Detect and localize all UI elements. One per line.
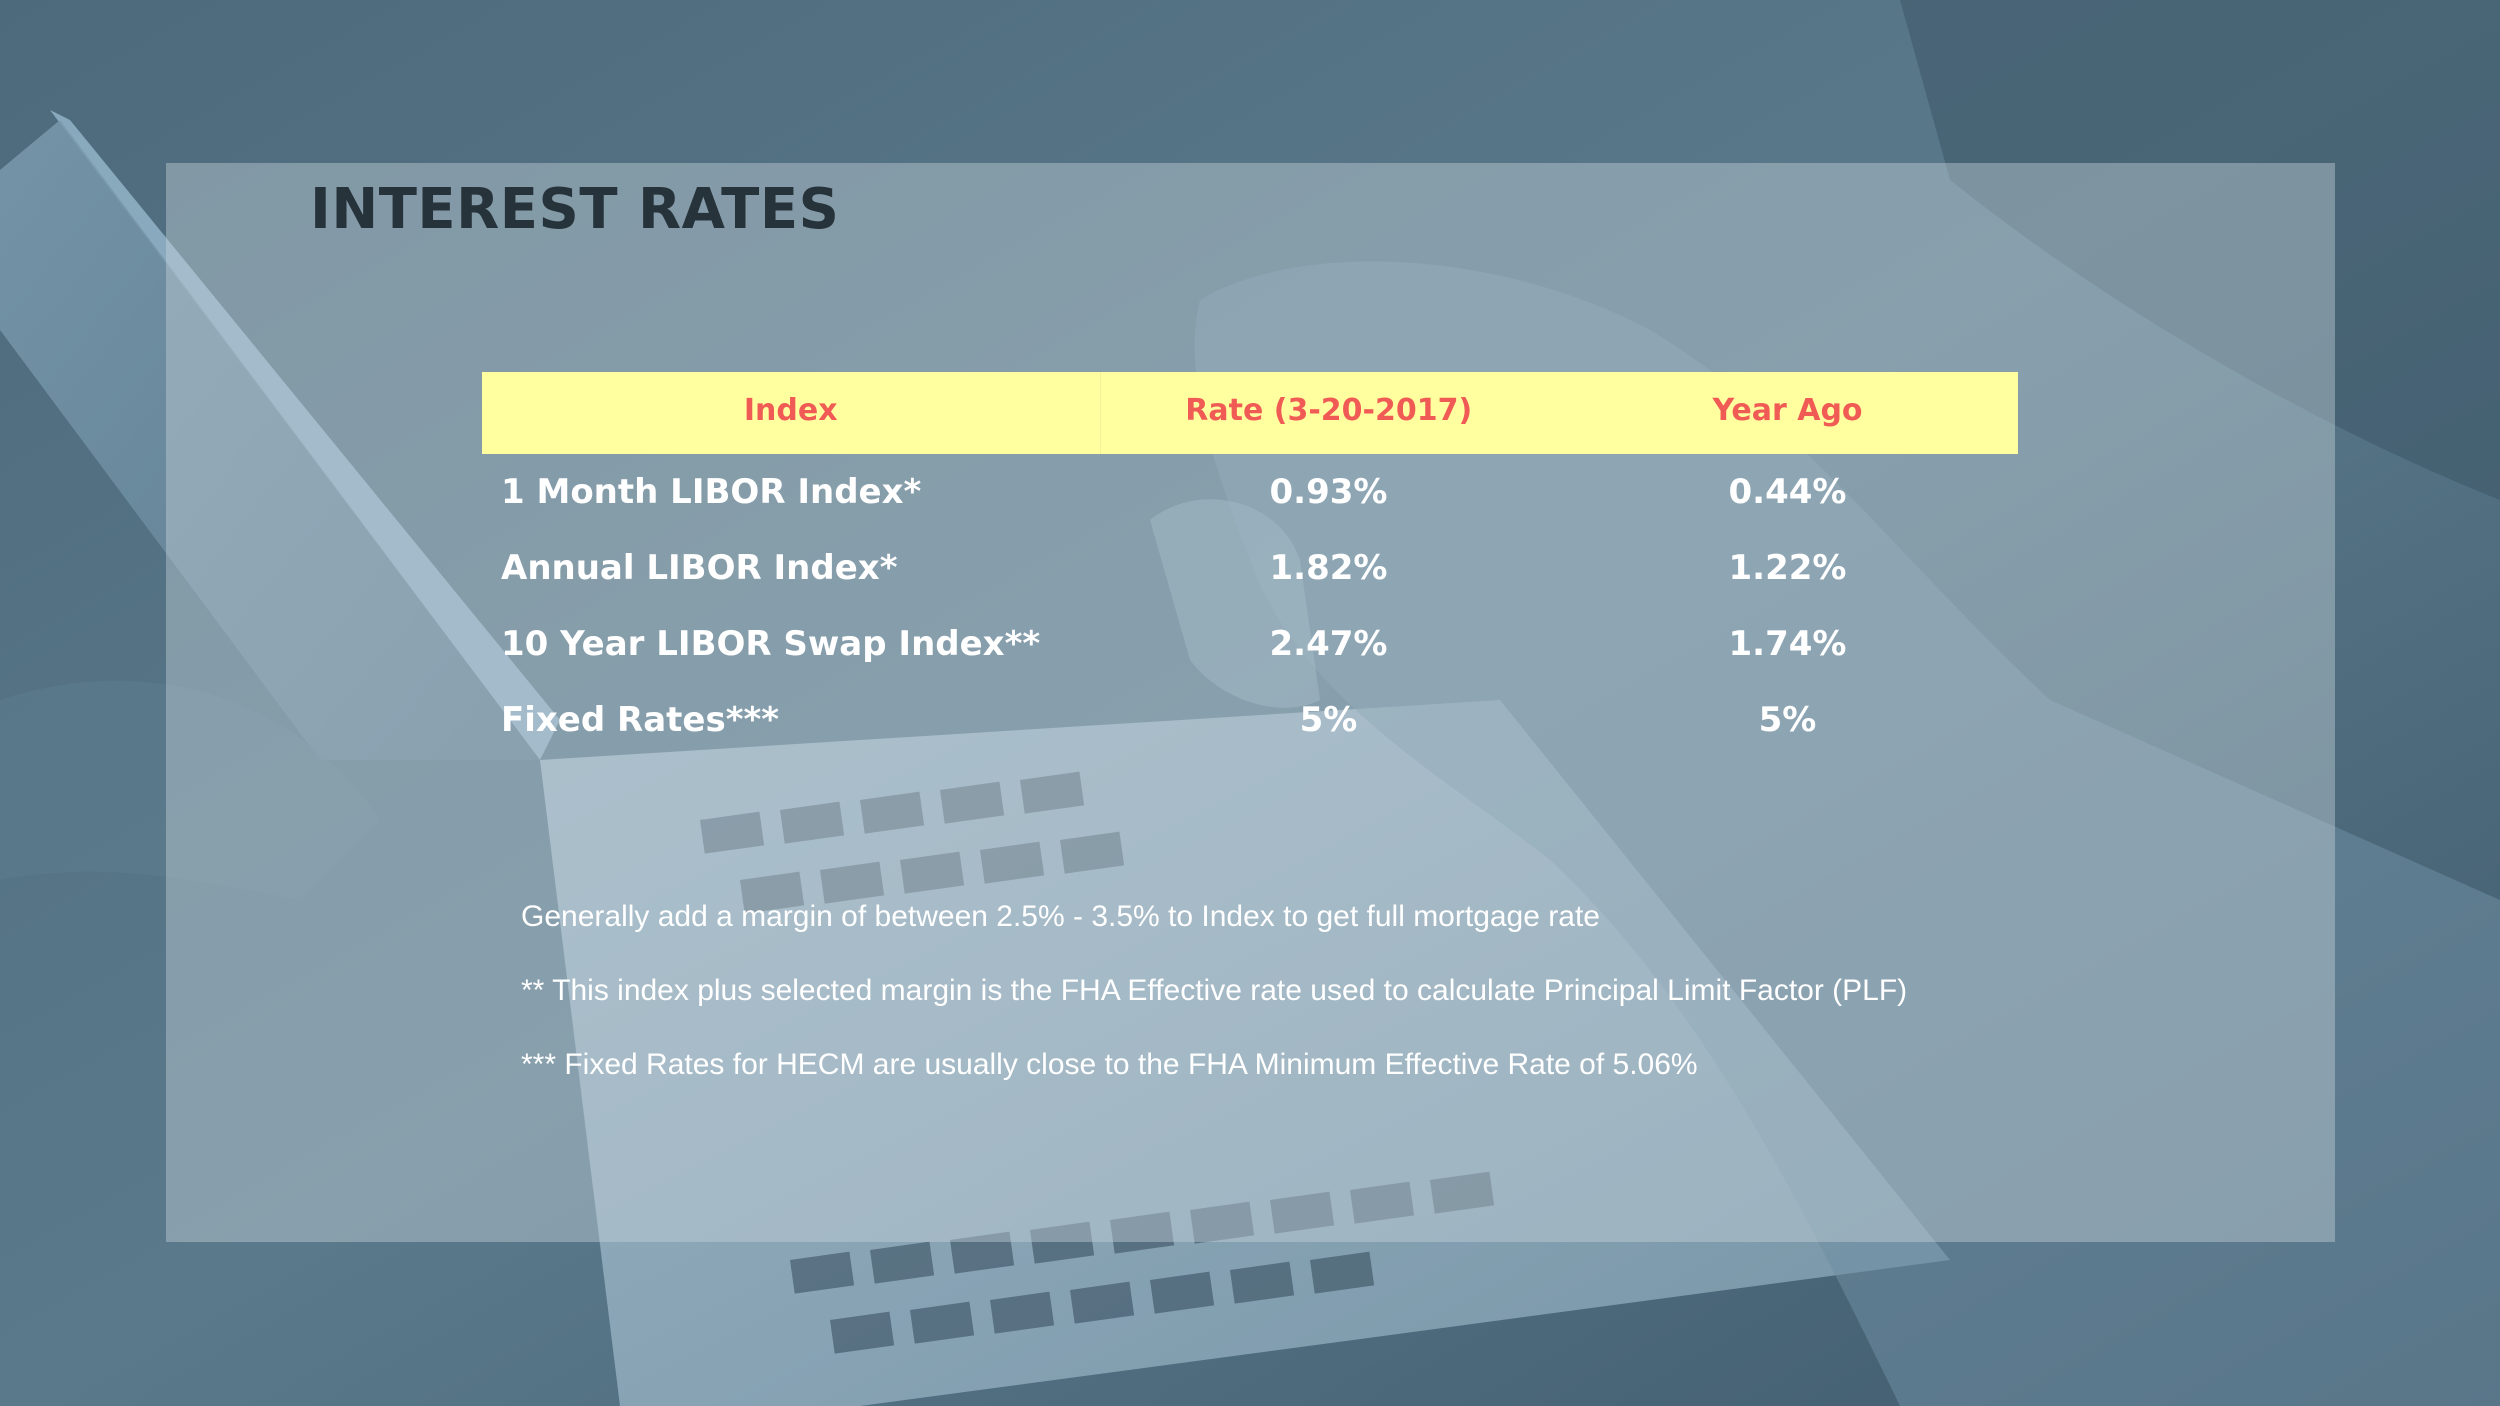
- page-title: INTEREST RATES: [310, 177, 840, 242]
- index-name-cell: Annual LIBOR Index*: [501, 548, 898, 588]
- column-header-rate: Rate (3-20-2017): [1100, 372, 1557, 454]
- table-row: 1 Month LIBOR Index* 0.93% 0.44%: [482, 454, 2018, 530]
- index-name-cell: 10 Year LIBOR Swap Index**: [501, 624, 1041, 664]
- year-ago-cell: 0.44%: [1728, 472, 1847, 512]
- column-header-year-ago: Year Ago: [1557, 372, 2018, 454]
- table-row: Fixed Rates*** 5% 5%: [482, 682, 2018, 758]
- footnote-double-asterisk: ** This index plus selected margin is th…: [521, 974, 1908, 1007]
- table-row: Annual LIBOR Index* 1.82% 1.22%: [482, 530, 2018, 606]
- interest-rates-table: Index Rate (3-20-2017) Year Ago 1 Month …: [482, 372, 2018, 758]
- rate-cell: 1.82%: [1269, 548, 1388, 588]
- footnote-margin: Generally add a margin of between 2.5% -…: [521, 900, 1600, 933]
- year-ago-cell: 1.74%: [1728, 624, 1847, 664]
- content-panel: [166, 163, 2335, 1242]
- footnotes-list: Generally add a margin of between 2.5% -…: [521, 893, 1907, 1115]
- column-header-index: Index: [482, 372, 1101, 454]
- rate-cell: 5%: [1299, 700, 1358, 740]
- index-name-cell: Fixed Rates***: [501, 700, 780, 740]
- footnote-triple-asterisk: *** Fixed Rates for HECM are usually clo…: [521, 1048, 1698, 1081]
- rate-cell: 0.93%: [1269, 472, 1388, 512]
- table-row: 10 Year LIBOR Swap Index** 2.47% 1.74%: [482, 606, 2018, 682]
- table-header-row: Index Rate (3-20-2017) Year Ago: [482, 372, 2018, 454]
- index-name-cell: 1 Month LIBOR Index*: [501, 472, 922, 512]
- year-ago-cell: 5%: [1758, 700, 1817, 740]
- year-ago-cell: 1.22%: [1728, 548, 1847, 588]
- rate-cell: 2.47%: [1269, 624, 1388, 664]
